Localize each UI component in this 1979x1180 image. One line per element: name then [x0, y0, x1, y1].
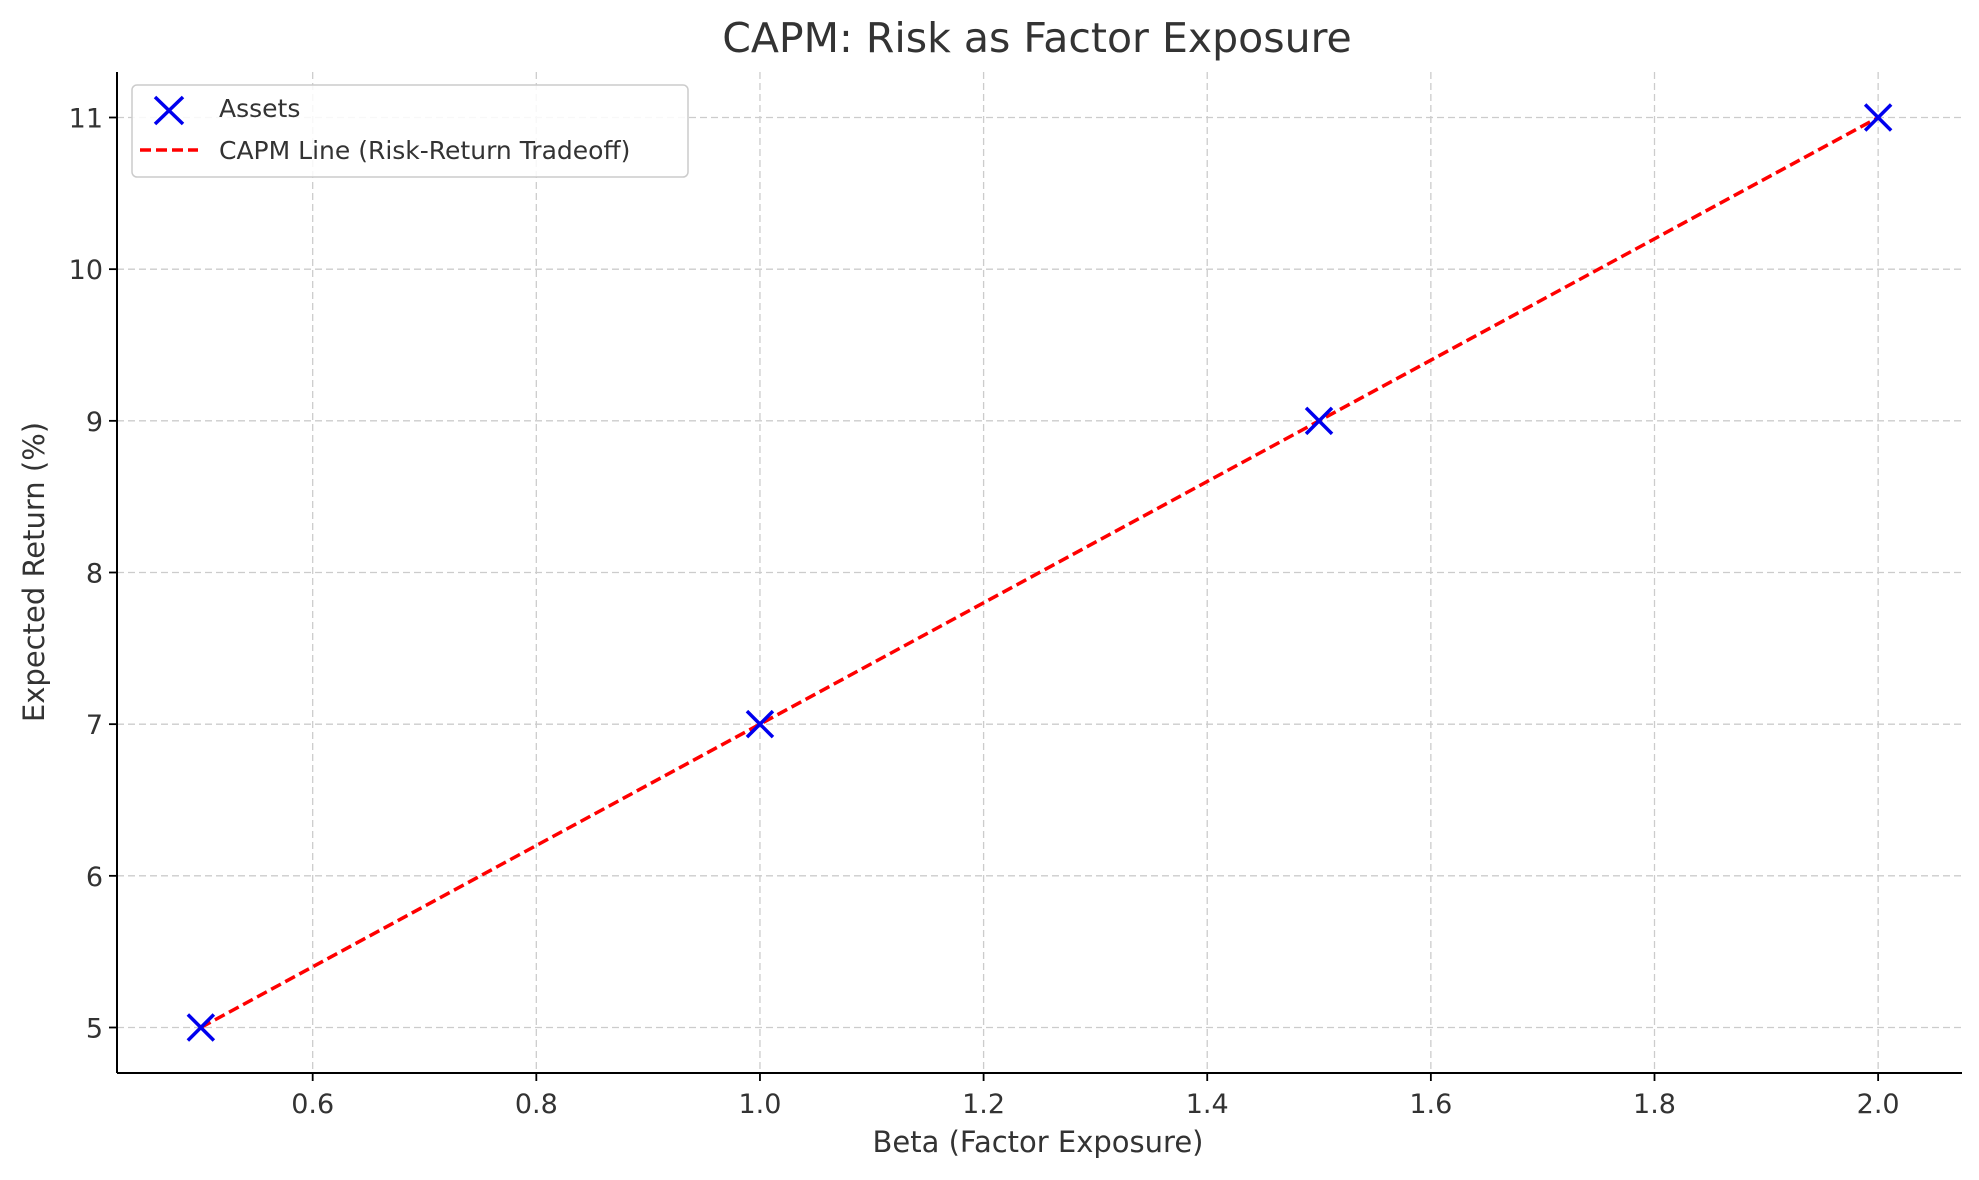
y-tick-label: 10: [69, 255, 103, 286]
x-tick-label: 1.0: [738, 1089, 781, 1120]
grid: [117, 72, 1962, 1073]
x-tick-label: 0.8: [515, 1089, 558, 1120]
asset-point: [1304, 406, 1334, 436]
asset-point: [745, 709, 775, 739]
capm-line: [200, 115, 1879, 1030]
asset-point: [186, 1013, 216, 1042]
x-axis-label: Beta (Factor Exposure): [873, 1125, 1204, 1159]
chart-title: CAPM: Risk as Factor Exposure: [722, 14, 1352, 62]
y-tick-label: 9: [86, 407, 103, 438]
y-tick-label: 8: [86, 559, 103, 590]
series-layer: [186, 103, 1893, 1042]
legend-label-assets: Assets: [219, 94, 300, 123]
y-tick-label: 7: [86, 710, 103, 741]
y-tick-label: 6: [86, 862, 103, 893]
x-tick-label: 1.8: [1633, 1089, 1676, 1120]
x-tick-label: 0.6: [291, 1089, 334, 1120]
x-tick-label: 1.4: [1186, 1089, 1229, 1120]
asset-point: [1863, 103, 1893, 132]
axis-ticks: 0.6 0.8 1.0 1.2 1.4 1.6 1.8 2.0 5 6 7 8 9 10 11: [69, 104, 1900, 1121]
x-tick-label: 1.6: [1409, 1089, 1452, 1120]
legend-marker-assets: [153, 95, 185, 126]
legend-label-capm-line: CAPM Line (Risk-Return Tradeoff): [219, 136, 630, 165]
legend-frame: [131, 84, 689, 178]
x-tick-label: 2.0: [1857, 1089, 1900, 1120]
y-tick-label: 11: [69, 104, 103, 135]
x-tick-label: 1.2: [962, 1089, 1005, 1120]
legend: Assets CAPM Line (Risk-Return Tradeoff): [131, 84, 689, 178]
y-tick-label: 5: [86, 1014, 103, 1045]
y-axis-label: Expected Return (%): [17, 422, 51, 722]
